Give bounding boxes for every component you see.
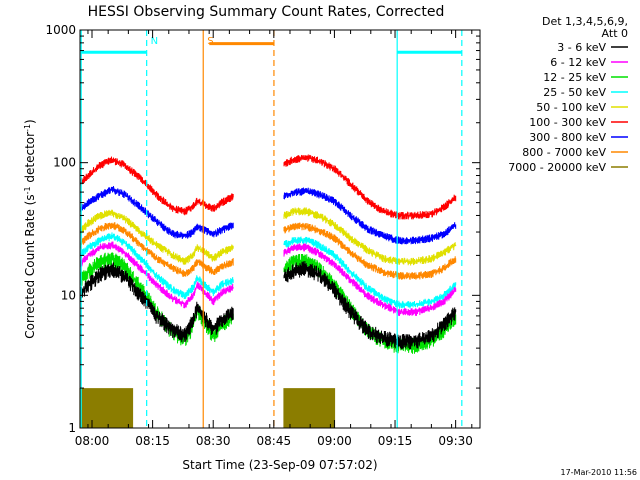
legend-label: 6 - 12 keV [550,56,606,69]
x-tick-label: 08:15 [135,434,170,448]
marker-label: N [151,36,158,47]
legend-label: 100 - 300 keV [529,116,606,129]
legend-header: Att 0 [602,27,628,40]
legend-label: 3 - 6 keV [557,41,606,54]
x-tick-label: 08:45 [257,434,292,448]
series-25-50-kev [283,236,457,309]
series-300-800-kev [283,187,457,245]
y-axis-label-part: -1 [23,124,32,132]
y-axis-label: Corrected Count Rate (s-1 detector-1) [23,119,38,338]
y-axis-label-part: ) [23,119,37,124]
plot-border [79,29,481,429]
legend-label: 25 - 50 keV [543,86,606,99]
y-axis-label-part: -1 [23,186,32,194]
y-axis-label-part: detector [23,132,37,187]
series-25-50-kev [79,232,234,300]
plot-frame [79,29,481,429]
series-800-7000-kev [283,222,457,280]
x-tick-label: 09:15 [378,434,413,448]
legend-label: 50 - 100 keV [536,101,606,114]
series-7000-20000-kev-burst [283,388,336,428]
x-tick-label: 08:30 [196,434,231,448]
series-50-100-kev [79,209,234,265]
x-axis-label: Start Time (23-Sep-09 07:57:02) [182,458,377,472]
series-300-800-kev [79,186,234,240]
series-100-300-kev [283,154,457,220]
series-100-300-kev [79,156,234,216]
series-7000-20000-kev-burst [79,388,134,428]
x-tick-label: 09:00 [317,434,352,448]
y-tick-label: 100 [53,156,76,170]
series-50-100-kev [283,207,457,266]
series-6-12-kev [79,241,234,309]
chart-title: HESSI Observing Summary Count Rates, Cor… [88,4,445,20]
x-tick-label: 08:00 [75,434,110,448]
x-tick-label: 09:30 [438,434,473,448]
series-3-6-kev [283,260,457,350]
series-3-6-kev [79,262,234,343]
marker-label: S [207,36,213,47]
y-tick-label: 10 [61,288,76,302]
x-axis: 08:00 08:15 08:30 08:45 09:00 09:15 09:30 [75,30,473,448]
legend-label: 12 - 25 keV [543,71,606,84]
legend-header: Det 1,3,4,5,6,9, [542,15,628,28]
series-800-7000-kev [79,222,234,277]
y-tick-label: 1000 [45,23,76,37]
legend: Det 1,3,4,5,6,9,Att 03 - 6 keV 6 - 12 keV… [508,15,628,174]
legend-label: 800 - 7000 keV [522,146,606,159]
y-tick-label: 1 [68,421,76,435]
timestamp: 17-Mar-2010 11:56 [561,468,638,477]
y-axis-label-part: Corrected Count Rate (s [23,194,37,338]
legend-label: 7000 - 20000 keV [508,161,606,174]
series-6-12-kev [283,243,457,317]
y-axis: 1 10 100 1000 [45,23,480,435]
legend-label: 300 - 800 keV [529,131,606,144]
